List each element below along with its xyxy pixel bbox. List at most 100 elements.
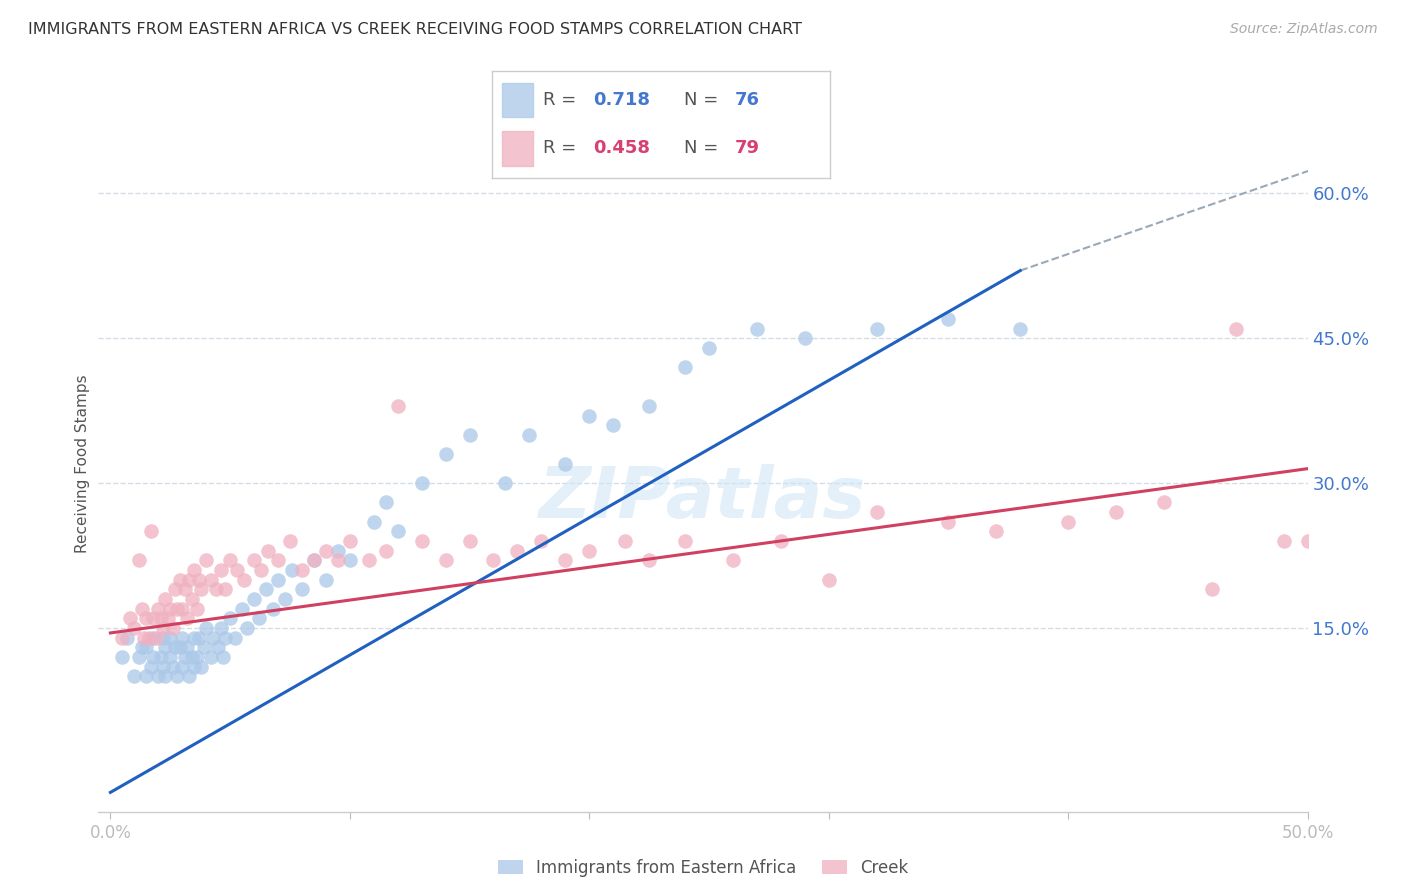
Point [169,573,191,587]
Point [214,631,236,645]
Point [188,631,211,645]
Point [458,534,481,549]
Point [578,544,600,558]
Point [793,331,815,345]
Point [159,602,181,616]
Point [721,553,744,567]
Point [302,553,325,567]
Point [188,573,211,587]
Point [257,544,280,558]
Point [243,553,266,567]
Point [1225,321,1247,335]
Point [183,563,205,577]
Point [183,631,205,645]
Y-axis label: Receiving Food Stamps: Receiving Food Stamps [75,375,90,553]
Point [326,544,349,558]
Text: N =: N = [685,91,724,109]
Point [614,534,637,549]
Point [363,515,385,529]
Text: N =: N = [685,139,724,157]
Point [186,602,208,616]
Point [434,447,457,461]
Point [148,669,170,683]
Point [938,312,960,326]
Point [236,621,259,635]
Point [219,611,242,625]
Point [554,457,576,471]
Point [115,631,138,645]
Point [578,409,600,423]
Point [986,524,1008,539]
Point [262,602,284,616]
Text: 0.458: 0.458 [593,139,651,157]
Text: IMMIGRANTS FROM EASTERN AFRICA VS CREEK RECEIVING FOOD STAMPS CORRELATION CHART: IMMIGRANTS FROM EASTERN AFRICA VS CREEK … [28,22,801,37]
Point [226,563,249,577]
Point [1010,321,1032,335]
Point [195,553,218,567]
Point [172,602,194,616]
Point [135,640,157,655]
Point [156,611,179,625]
Point [166,669,188,683]
Point [155,669,177,683]
Point [519,428,541,442]
Point [142,611,165,625]
Point [769,534,792,549]
Point [202,631,225,645]
Point [172,631,194,645]
Point [697,341,720,355]
Point [159,631,181,645]
Point [159,650,181,665]
Point [357,553,380,567]
Point [1296,534,1319,549]
Point [138,631,160,645]
Point [169,640,191,655]
Point [339,553,361,567]
Point [135,611,157,625]
Point [173,650,195,665]
Point [149,650,172,665]
Point [207,640,229,655]
Point [554,553,576,567]
Point [411,476,433,491]
Point [128,553,150,567]
Text: 76: 76 [735,91,761,109]
Point [267,553,290,567]
Bar [502,83,533,118]
Point [209,621,232,635]
Text: 79: 79 [735,139,761,157]
Bar [502,131,533,166]
Point [139,660,162,674]
Point [482,553,505,567]
Point [193,640,215,655]
Point [434,553,457,567]
Point [1201,582,1223,597]
Point [938,515,960,529]
Text: R =: R = [543,91,582,109]
Point [247,611,270,625]
Point [673,534,696,549]
Point [315,573,337,587]
Point [142,631,165,645]
Point [118,611,141,625]
Point [291,582,314,597]
Point [145,631,167,645]
Point [291,563,314,577]
Text: R =: R = [543,139,582,157]
Point [155,592,177,607]
Point [1344,524,1367,539]
Point [131,602,153,616]
Point [179,573,201,587]
Point [176,640,198,655]
Point [155,640,177,655]
Point [1057,515,1080,529]
Point [339,534,361,549]
Point [190,582,212,597]
Point [166,602,188,616]
Point [224,631,246,645]
Point [219,553,242,567]
Point [200,650,222,665]
Point [817,573,839,587]
Point [180,650,202,665]
Point [111,631,134,645]
